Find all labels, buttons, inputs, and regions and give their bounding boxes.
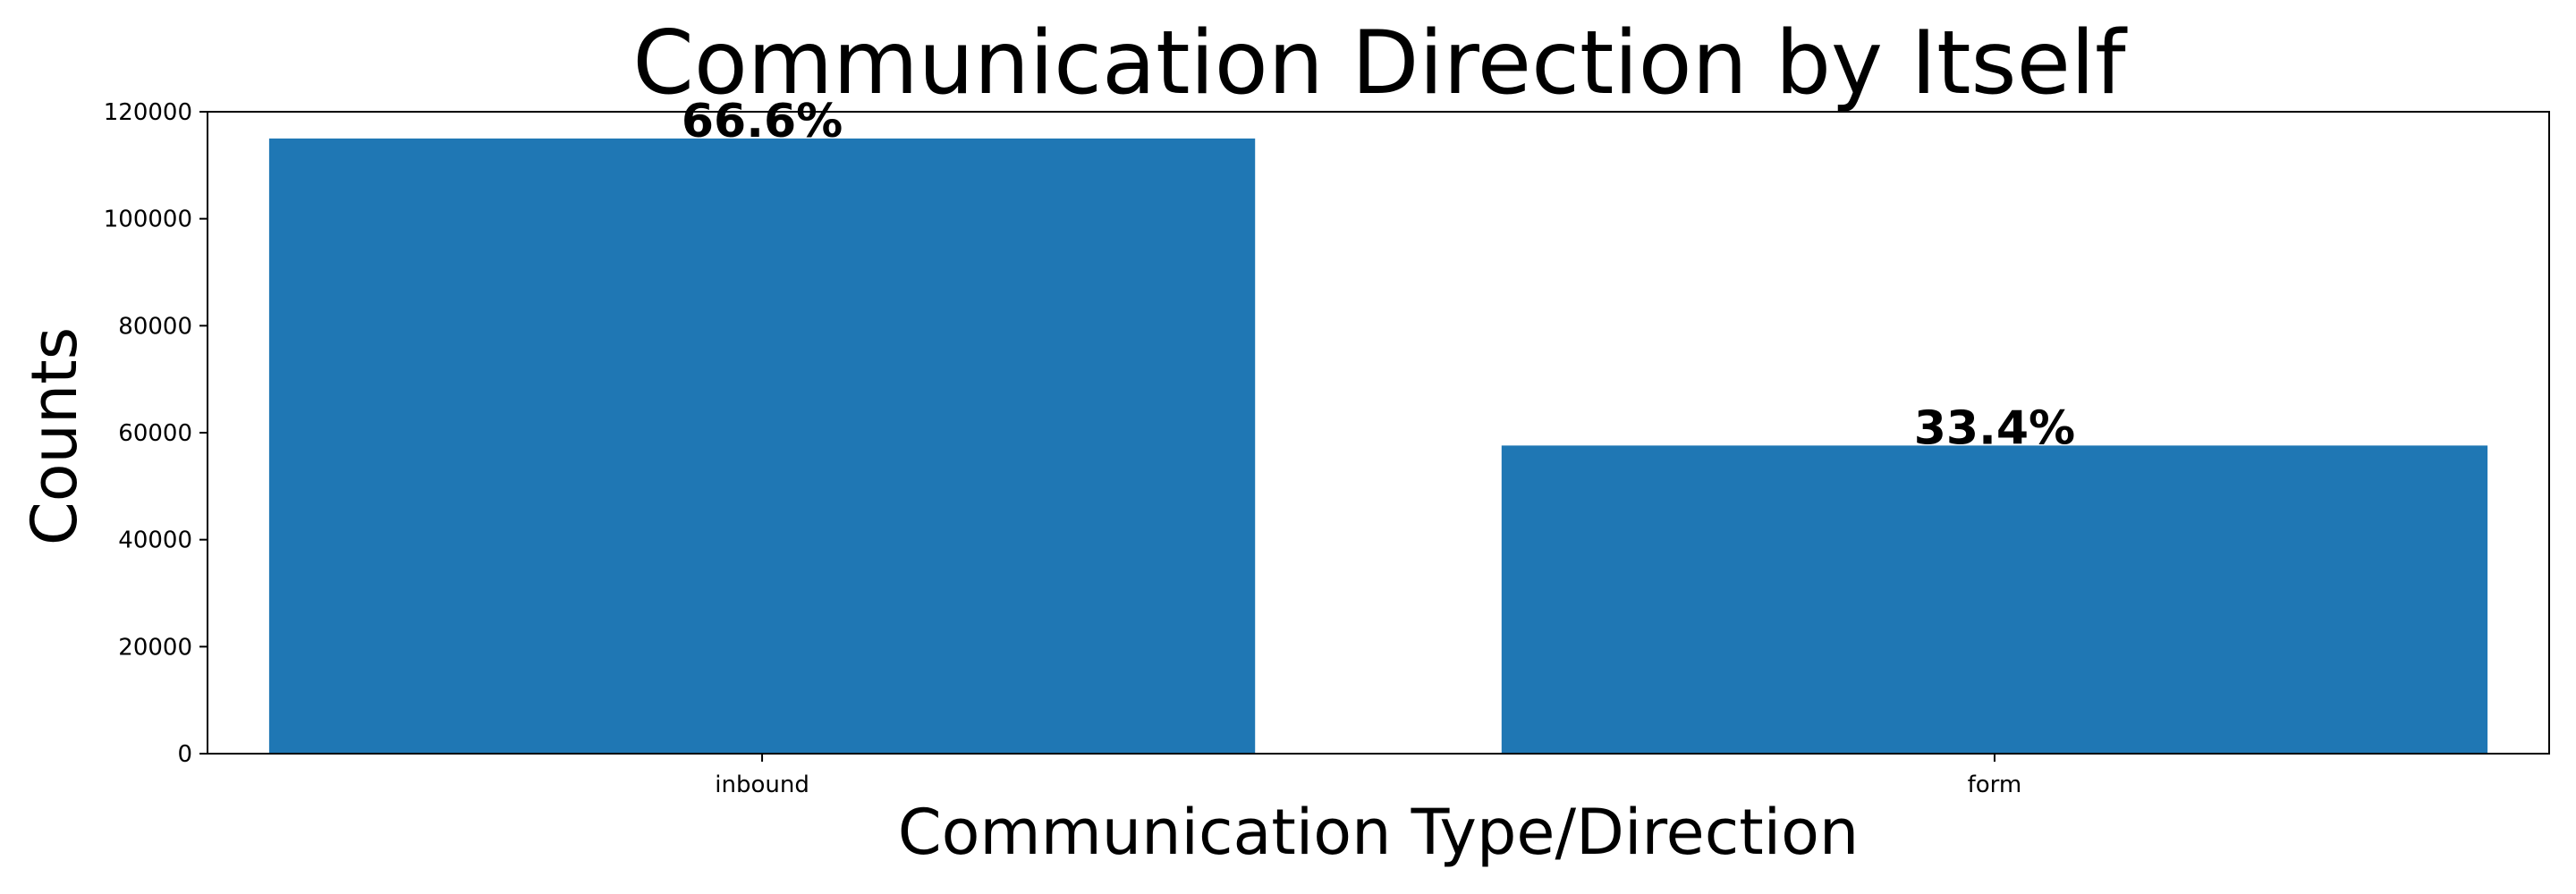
y-tick-label: 20000: [118, 634, 192, 661]
y-tick-label: 40000: [118, 527, 192, 554]
y-tick-label: 60000: [118, 420, 192, 447]
bar-form: [1501, 445, 2488, 754]
y-tick-label: 100000: [104, 207, 192, 233]
x-axis-label: Communication Type/Direction: [898, 796, 1860, 869]
y-tick-label: 120000: [104, 99, 192, 126]
x-axis-ticks: inbound form: [715, 754, 2021, 798]
plot-area: 66.6% 33.4% 0 20000 40000 60000 80000 100000 12…: [104, 95, 2550, 798]
data-label-form: 33.4%: [1914, 401, 2075, 455]
bar-inbound: [268, 138, 1256, 754]
y-axis-ticks: 0 20000 40000 60000 80000 100000 120000: [104, 99, 208, 768]
x-tick-label: form: [1968, 772, 2022, 798]
x-tick-label: inbound: [715, 772, 809, 798]
y-axis-label: Counts: [18, 327, 91, 545]
chart-title: Communication Direction by Itself: [632, 13, 2128, 114]
data-labels-group: 66.6% 33.4%: [682, 95, 2075, 455]
bars-group: [268, 138, 2488, 754]
y-tick-label: 0: [177, 741, 192, 768]
data-label-inbound: 66.6%: [682, 95, 843, 148]
y-tick-label: 80000: [118, 313, 192, 340]
